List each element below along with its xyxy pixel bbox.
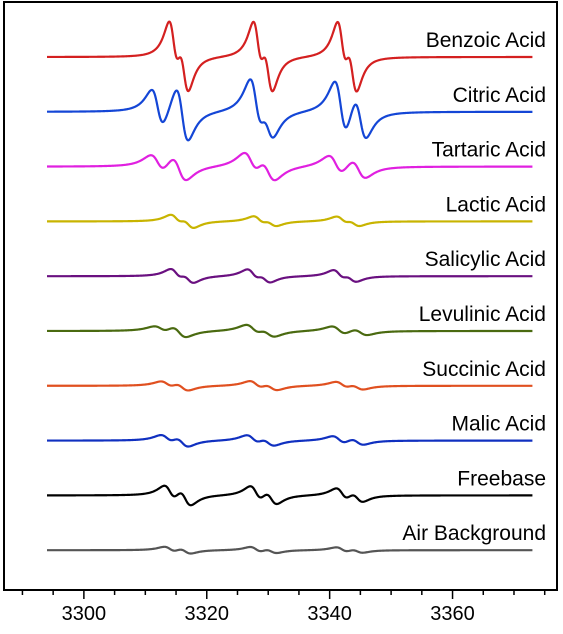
series-line [46,323,533,339]
series-line [46,484,533,507]
series-label: Freebase [457,467,546,490]
x-axis: 3300 3320 3340 3360 [21,590,546,625]
series-line [46,20,533,93]
series-label: Lactic Acid [446,193,546,216]
plot-frame [3,1,558,591]
series-label: Succinic Acid [422,358,546,381]
x-tick-label: 3300 [62,603,107,625]
series-line [46,151,533,182]
series-line [46,545,533,555]
series-label: Salicylic Acid [425,248,546,271]
series-label: Malic Acid [451,413,546,436]
series-label: Tartaric Acid [432,139,546,162]
series-labels: Benzoic Acid Citric Acid Tartaric Acid Lact… [402,29,546,545]
series-line [46,78,533,142]
series-label: Citric Acid [453,84,546,107]
x-tick-label: 3340 [307,603,352,625]
series-line [46,267,533,284]
series-line [46,380,533,392]
series-line [46,213,533,229]
series-line [46,433,533,448]
x-tick-label: 3360 [430,603,475,625]
traces [46,20,533,555]
series-label: Levulinic Acid [419,303,546,326]
series-label: Air Background [402,522,546,545]
x-tick-label: 3320 [185,603,230,625]
series-label: Benzoic Acid [426,29,546,52]
